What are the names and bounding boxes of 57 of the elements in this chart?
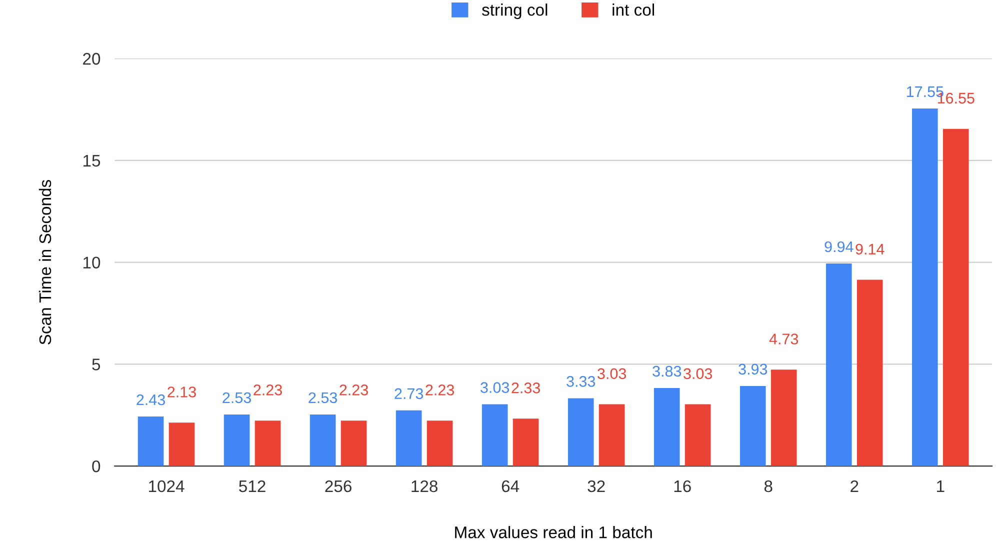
y-tick-label: 15 <box>84 154 100 167</box>
bar <box>598 404 625 466</box>
data-label: 2.13 <box>168 386 196 398</box>
x-tick-label: 1 <box>937 480 944 492</box>
data-label: 3.83 <box>652 366 682 377</box>
x-axis-title: Max values read in 1 batch <box>455 526 652 538</box>
bar <box>856 280 883 466</box>
data-label: 9.94 <box>824 241 854 252</box>
data-label: 4.73 <box>769 334 798 344</box>
x-tick-label: 16 <box>674 480 691 492</box>
data-label: 3.03 <box>480 382 510 393</box>
data-label: 2.23 <box>426 384 454 396</box>
bar <box>310 414 336 466</box>
y-tick-label: 5 <box>92 358 100 370</box>
data-label: 2.33 <box>512 382 540 394</box>
data-label: 3.03 <box>598 368 626 380</box>
bar <box>568 398 594 466</box>
x-tick-label: 512 <box>239 480 266 492</box>
y-tick-label: 20 <box>83 52 100 65</box>
data-label: 9.14 <box>856 244 884 255</box>
bar <box>826 264 852 466</box>
bar <box>396 410 422 466</box>
data-label: 2.43 <box>136 394 165 406</box>
bar <box>340 420 367 466</box>
legend-label: int col <box>612 4 654 16</box>
data-label: 3.03 <box>684 368 712 380</box>
data-label: 2.53 <box>222 392 251 404</box>
bar <box>254 420 281 466</box>
x-tick-label: 128 <box>412 480 438 492</box>
bar <box>912 108 938 466</box>
y-axis-title: Scan Time in Seconds <box>38 180 52 344</box>
bar <box>512 418 539 466</box>
data-label: 2.23 <box>254 384 282 396</box>
bar <box>426 420 453 466</box>
bar <box>740 386 766 466</box>
bar <box>224 414 250 466</box>
x-tick-label: 64 <box>502 480 520 492</box>
legend-label: string col <box>482 4 548 20</box>
bar <box>168 422 195 466</box>
x-tick-label: 256 <box>325 480 352 492</box>
bar <box>654 388 680 466</box>
x-tick-label: 32 <box>588 480 605 492</box>
data-label: 3.93 <box>738 364 768 375</box>
y-tick-label: 0 <box>92 460 100 472</box>
y-tick-label: 10 <box>84 256 100 268</box>
bar <box>482 404 508 466</box>
x-tick-label: 1024 <box>149 480 184 492</box>
bar <box>138 416 164 466</box>
data-label: 2.23 <box>340 384 368 396</box>
bar <box>684 404 711 466</box>
bar <box>770 370 797 466</box>
data-label: 3.33 <box>566 376 596 387</box>
x-tick-label: 8 <box>764 480 772 492</box>
x-tick-label: 2 <box>850 480 858 492</box>
bar <box>942 128 969 466</box>
data-label: 2.53 <box>308 392 338 404</box>
data-label: 2.73 <box>394 388 424 400</box>
